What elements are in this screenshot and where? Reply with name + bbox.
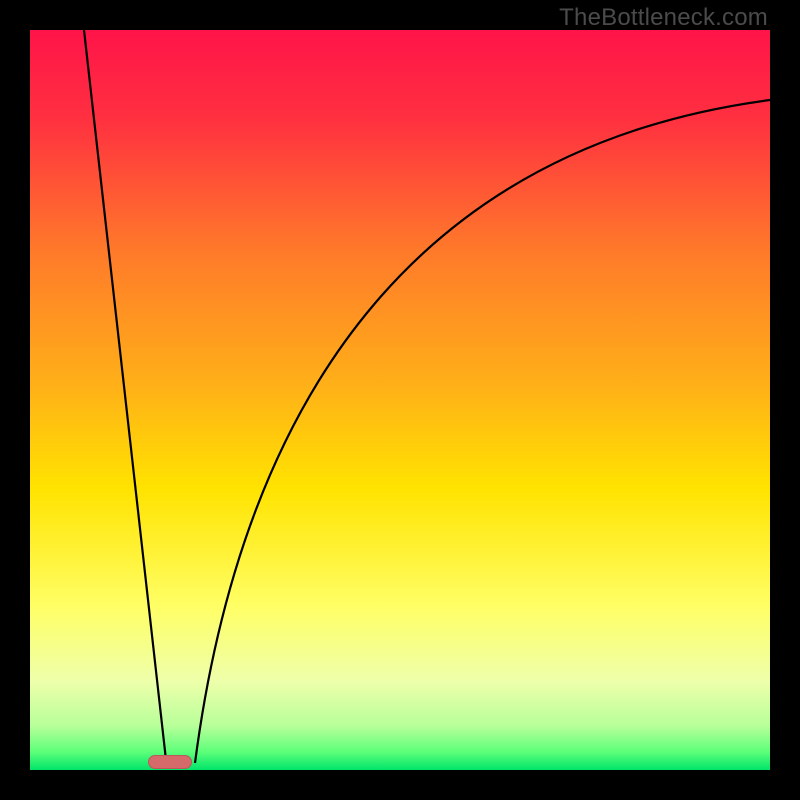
- right-branch-curve: [195, 100, 770, 763]
- chart-canvas: TheBottleneck.com: [0, 0, 800, 800]
- left-branch-curve: [84, 30, 166, 760]
- curve-layer: [0, 0, 800, 800]
- plot-area: [30, 30, 770, 770]
- watermark-text: TheBottleneck.com: [559, 4, 768, 32]
- minimum-marker: [148, 755, 192, 769]
